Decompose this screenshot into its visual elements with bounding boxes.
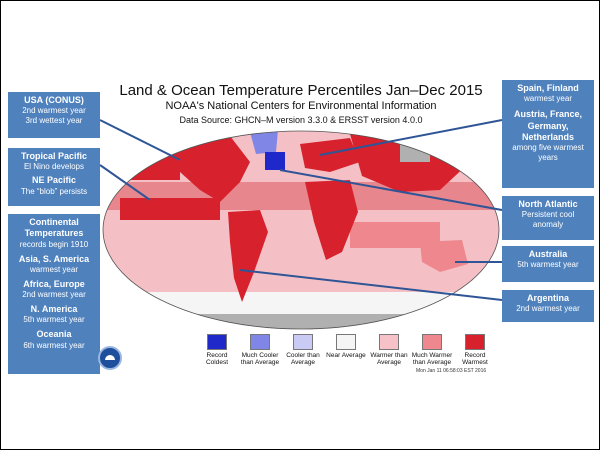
callout-text: 2nd warmest year — [22, 290, 86, 299]
callout-title: Argentina — [526, 293, 569, 303]
antarctic-gray — [103, 314, 499, 329]
callout-north-atlantic: North Atlantic Persistent cool anomaly — [502, 196, 594, 240]
callout-text: records begin 1910 — [19, 239, 89, 249]
legend-item: Near Average — [325, 334, 367, 359]
callout-text: 2nd warmest year — [516, 304, 580, 314]
callout-europe: Spain, Finland warmest year Austria, Fra… — [502, 80, 594, 188]
callout-continental: Continental Temperatures records begin 1… — [8, 214, 100, 374]
north-atlantic-cool — [265, 152, 285, 170]
legend-item: Record Coldest — [196, 334, 238, 366]
callout-text: 6th warmest year — [23, 340, 85, 350]
callout-title: Africa, Europe — [23, 278, 85, 289]
legend-label: Record Warmest — [462, 352, 488, 367]
legend-swatch — [250, 334, 270, 350]
callout-pacific: Tropical Pacific El Nino develops NE Pac… — [8, 148, 100, 206]
callout-title: Tropical Pacific — [20, 151, 88, 161]
legend-swatch — [336, 334, 356, 350]
legend-label: Much Cooler than Average — [240, 352, 280, 367]
globe-outline — [102, 130, 500, 330]
callout-text: 5th warmest year — [23, 315, 85, 325]
legend-label: Much Warmer than Average — [411, 352, 453, 367]
callout-title: Oceania — [36, 329, 72, 340]
callout-text: warmest year — [29, 264, 78, 274]
greenland-cool — [250, 131, 278, 154]
asia-gray — [400, 142, 430, 162]
legend-label: Warmer than Average — [370, 352, 408, 367]
tropical-pacific-record — [120, 198, 220, 220]
callout-text: among five warmest years — [512, 143, 584, 162]
map-panel: Land & Ocean Temperature Percentiles Jan… — [100, 72, 502, 380]
callout-title: USA (CONUS) — [24, 95, 84, 105]
south-america — [228, 210, 268, 302]
callout-text: warmest year — [523, 94, 572, 104]
callout-title: North Atlantic — [518, 199, 578, 209]
callout-title: Continental Temperatures — [24, 217, 84, 239]
callout-title: Australia — [528, 249, 568, 259]
legend-label: Record Coldest — [205, 352, 229, 367]
legend-swatch — [465, 334, 485, 350]
callout-title: N. America — [30, 304, 78, 314]
legend-swatch — [422, 334, 442, 350]
callout-text: Persistent cool anomaly — [521, 210, 575, 230]
noaa-logo — [98, 346, 122, 370]
data-source: Data Source: GHCN–M version 3.3.0 & ERSS… — [179, 115, 423, 125]
callout-title: Spain, Finland — [517, 83, 579, 93]
australia — [420, 240, 468, 272]
legend-swatch — [207, 334, 227, 350]
legend-item: Record Warmest — [454, 334, 496, 366]
legend-swatch — [379, 334, 399, 350]
callout-text: 3rd wettest year — [25, 116, 83, 126]
legend-item: Warmer than Average — [368, 334, 410, 366]
timestamp: Mon Jan 11 06:58:03 EST 2016 — [416, 368, 487, 374]
legend-label: Near Average — [326, 352, 366, 359]
map-title: Land & Ocean Temperature Percentiles Jan… — [119, 82, 483, 99]
noaa-bird-icon — [105, 355, 115, 360]
callout-australia: Australia 5th warmest year — [502, 246, 594, 282]
legend-item: Much Warmer than Average — [411, 334, 453, 366]
callout-text: El Nino develops — [23, 162, 85, 172]
legend-item: Cooler than Average — [282, 334, 324, 366]
callout-title: Austria, France, Germany, Netherlands — [513, 109, 583, 142]
callout-title: Asia, S. America — [18, 253, 90, 264]
legend-label: Cooler than Average — [286, 352, 320, 367]
callout-text: The “blob” persists — [20, 186, 88, 196]
callout-text: 2nd warmest year — [22, 106, 86, 116]
callout-argentina: Argentina 2nd warmest year — [502, 290, 594, 322]
callout-title: NE Pacific — [31, 175, 77, 186]
callout-text: 5th warmest year — [517, 260, 579, 270]
callout-usa: USA (CONUS) 2nd warmest year 3rd wettest… — [8, 92, 100, 138]
legend-item: Much Cooler than Average — [239, 334, 281, 366]
legend-swatch — [293, 334, 313, 350]
map-subtitle: NOAA's National Centers for Environmenta… — [165, 100, 437, 112]
